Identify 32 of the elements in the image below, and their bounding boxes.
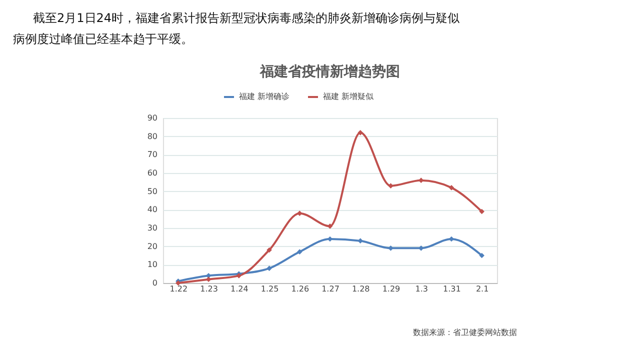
- legend-label: 福建 新增疑似: [323, 92, 375, 101]
- x-tick-label: 1.28: [352, 284, 370, 294]
- y-tick-label: 20: [147, 242, 158, 251]
- x-tick-label: 1.3: [415, 284, 428, 294]
- x-tick-label: 1.31: [443, 284, 461, 294]
- point: [448, 185, 454, 190]
- y-tick-label: 40: [147, 205, 158, 214]
- text: 截至2月1日24时，福建省累计报告新型冠状病毒感染的肺炎新增确诊病例与疑似病例度过峰值已经基本趋于平缓。: [13, 11, 460, 46]
- legend-label: 福建 新增确诊: [239, 92, 290, 101]
- y-tick-label: 30: [147, 224, 158, 232]
- y-tick-label: 80: [147, 132, 158, 141]
- point: [296, 210, 302, 216]
- chart-title: 福建省疫情新增趋势图: [259, 63, 400, 80]
- y-tick-label: 0: [152, 278, 158, 288]
- x-tick-label: 1.23: [200, 284, 218, 294]
- x-tick-label: 1.22: [170, 284, 188, 294]
- y-tick-label: 90: [147, 114, 158, 122]
- y-tick-label: 60: [147, 168, 158, 178]
- x-tick-label: 1.26: [291, 284, 310, 294]
- point: [358, 130, 364, 136]
- source-note: 数据来源：省卫健委网站数据: [413, 328, 517, 337]
- x-tick-label: 2.1: [476, 284, 489, 294]
- y-tick-label: 70: [147, 150, 158, 160]
- x-tick-label: 1.29: [382, 284, 400, 294]
- x-tick-label: 1.27: [322, 284, 340, 294]
- x-tick-label: 1.24: [230, 284, 248, 294]
- point: [266, 266, 272, 271]
- point: [388, 183, 394, 188]
- x-tick-label: 1.25: [260, 284, 279, 294]
- y-tick-label: 10: [147, 260, 158, 270]
- point: [296, 249, 302, 254]
- y-tick-label: 50: [147, 186, 158, 196]
